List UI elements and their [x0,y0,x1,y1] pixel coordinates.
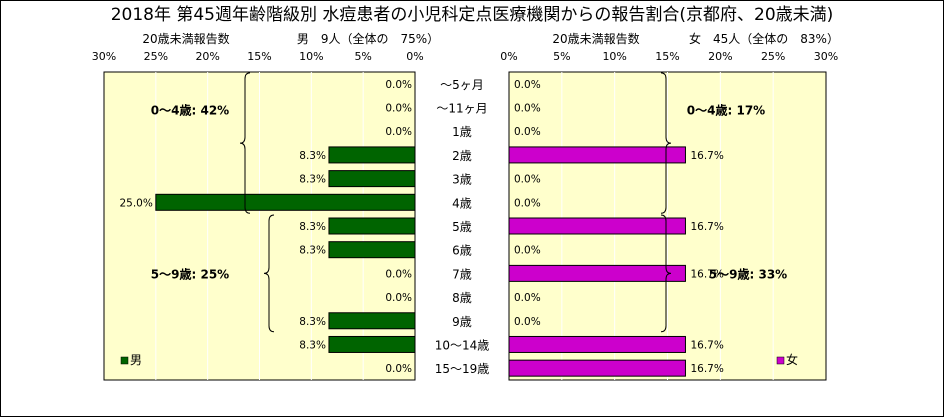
right-data-label: 16.7% [690,150,723,162]
right-group-brace [660,214,672,333]
left-group-brace [263,214,275,333]
left-group-label: 5～9歳: 25% [151,266,229,281]
category-label: 10～14歳 [435,338,490,352]
category-label: 4歳 [452,196,472,210]
right-group-brace [660,72,672,214]
left-panel-header: 男 9人（全体の 75%） [297,31,439,46]
group-braces: 0～4歳: 42% 5～9歳: 25% 0～4歳: 17% 5～9歳: 33% [151,72,787,333]
category-label: ～11ヶ月 [436,102,487,116]
left-bar [328,170,416,188]
category-label: 1歳 [452,125,472,139]
category-label: 9歳 [452,315,472,329]
left-data-labels: 0.0% 0.0% 0.0% 8.3% 8.3% 25.0% 8.3% 8.3% 0.0% 0.0… [119,79,412,375]
left-group-label: 0～4歳: 42% [151,103,229,118]
left-data-label: 8.3% [299,339,326,351]
category-label: 5歳 [452,220,472,234]
right-bar [508,359,686,377]
right-data-label: 16.7% [690,268,723,280]
left-axis-ticks: 30% 25% 20% 15% 10% 5% 0% [92,50,424,63]
right-data-label: 0.0% [514,245,541,257]
right-data-label: 16.7% [690,339,723,351]
right-group-label: 0～4歳: 17% [687,103,765,118]
left-data-label: 0.0% [385,363,412,375]
left-tick-label: 5% [354,50,371,63]
right-series-bars [508,146,686,377]
left-axis-title: 20歳未満報告数 [142,31,229,46]
left-tick-label: 10% [299,50,323,63]
right-data-label: 0.0% [514,197,541,209]
right-tick-label: 5% [553,50,570,63]
left-bar [328,241,416,259]
right-tick-label: 10% [602,50,626,63]
category-label: 3歳 [452,173,472,187]
right-tick-label: 15% [655,50,679,63]
category-label: 7歳 [452,267,472,281]
right-legend-swatch [776,356,785,365]
right-bar [508,264,686,282]
category-label: 8歳 [452,291,472,305]
right-data-labels: 0.0% 0.0% 0.0% 16.7% 0.0% 0.0% 16.7% 0.0% 16.7% 0… [514,79,724,375]
right-bar [508,335,686,353]
left-tick-label: 25% [144,50,168,63]
right-data-label: 0.0% [514,316,541,328]
left-bar [328,312,416,330]
left-tick-label: 20% [195,50,219,63]
right-data-label: 16.7% [690,221,723,233]
right-tick-label: 20% [708,50,732,63]
left-data-label: 0.0% [385,292,412,304]
left-data-label: 8.3% [299,174,326,186]
left-legend-swatch [120,356,129,365]
left-bar [328,335,416,353]
left-tick-label: 0% [406,50,423,63]
right-bar [508,146,686,164]
right-data-label: 0.0% [514,292,541,304]
left-data-label: 8.3% [299,150,326,162]
right-data-label: 16.7% [690,363,723,375]
left-data-label: 8.3% [299,316,326,328]
chart-title: 2018年 第45週年齢階級別 水痘患者の小児科定点医療機関からの報告割合(京都… [111,5,834,25]
right-group-label: 5～9歳: 33% [709,266,787,281]
right-data-label: 0.0% [514,174,541,186]
right-tick-label: 30% [814,50,838,63]
right-panel-header: 女 45人（全体の 83%） [689,31,839,46]
left-tick-label: 30% [92,50,116,63]
right-data-label: 0.0% [514,126,541,138]
left-data-label: 0.0% [385,79,412,91]
left-data-label: 0.0% [385,103,412,115]
right-legend: 女 [776,352,798,367]
left-group-brace [239,72,251,214]
category-label: 15～19歳 [435,362,490,376]
left-bar [328,146,416,164]
left-bar [328,217,416,235]
category-labels: ～5ヶ月 ～11ヶ月 1歳 2歳 3歳 4歳 5歳 6歳 7歳 8歳 9歳 10～14歳 15～19歳 [435,78,490,376]
right-data-label: 0.0% [514,103,541,115]
left-data-label: 25.0% [119,197,152,209]
category-label: ～5ヶ月 [440,78,484,92]
right-axis-ticks: 0% 5% 10% 15% 20% 25% 30% [500,50,838,63]
left-data-label: 0.0% [385,126,412,138]
left-legend-label: 男 [130,353,142,367]
left-series-bars [155,146,416,353]
right-tick-label: 25% [761,50,785,63]
category-label: 6歳 [452,244,472,258]
right-data-label: 0.0% [514,79,541,91]
right-legend-label: 女 [786,352,798,367]
right-bar [508,217,686,235]
left-bar [155,193,416,211]
left-data-label: 0.0% [385,268,412,280]
left-tick-label: 15% [247,50,271,63]
right-axis-title: 20歳未満報告数 [552,31,639,46]
left-data-label: 8.3% [299,221,326,233]
left-data-label: 8.3% [299,245,326,257]
left-legend: 男 [120,353,142,367]
right-tick-label: 0% [500,50,517,63]
category-label: 2歳 [452,149,472,163]
